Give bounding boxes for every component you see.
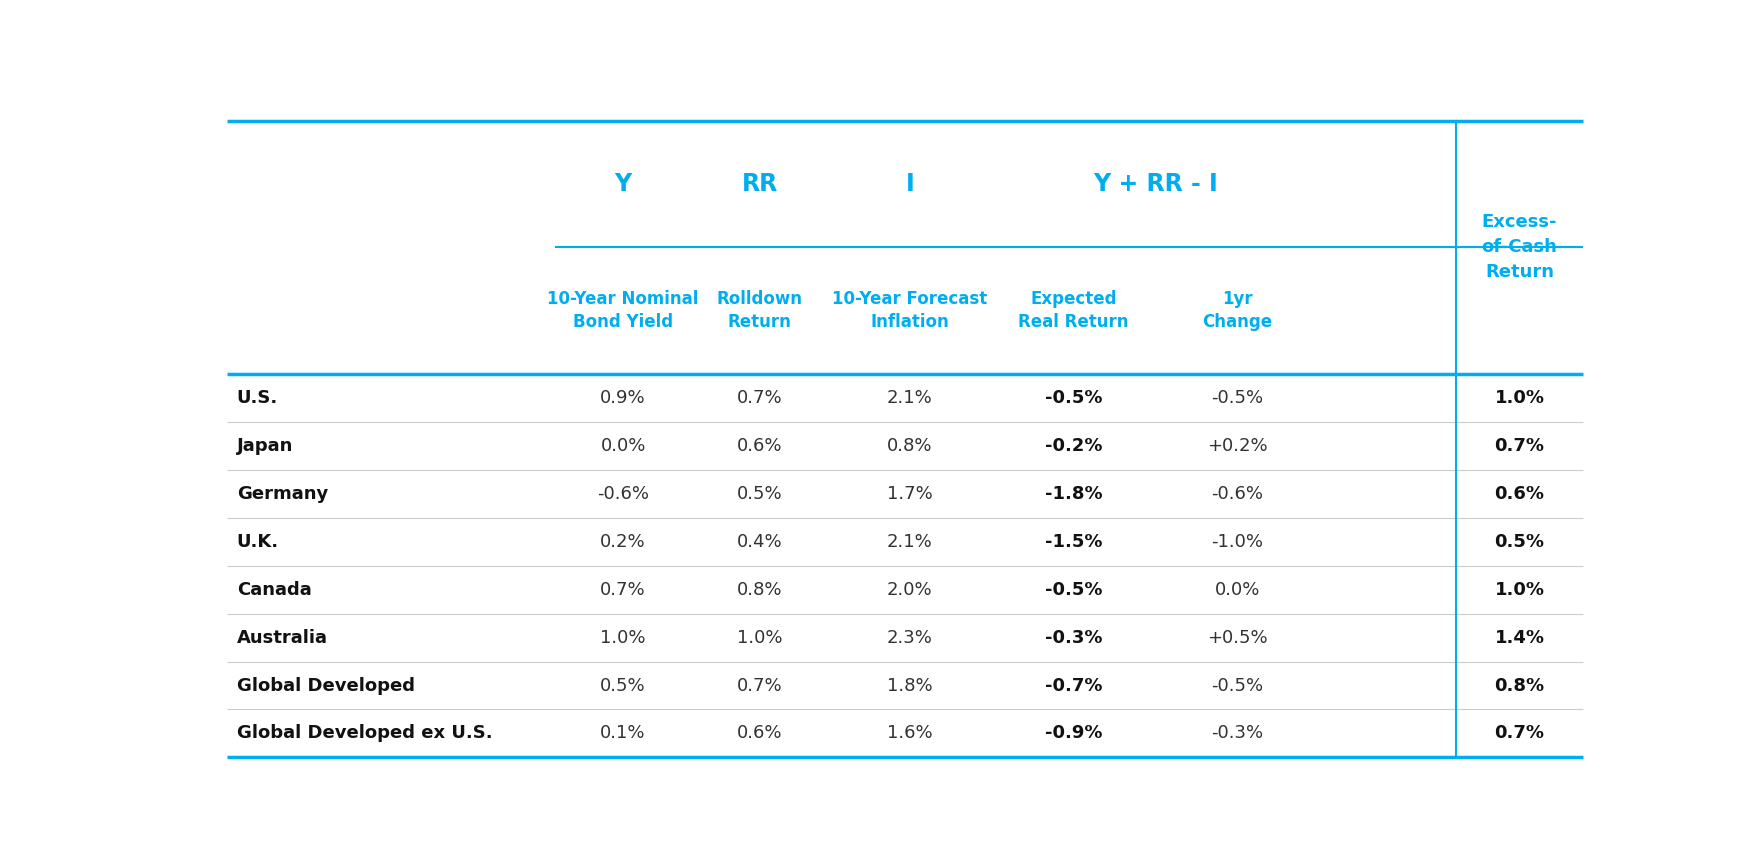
Text: 2.1%: 2.1% <box>886 533 932 551</box>
Text: -0.6%: -0.6% <box>1212 485 1263 503</box>
Text: 0.7%: 0.7% <box>737 676 782 695</box>
Text: Japan: Japan <box>236 436 292 455</box>
Text: 10-Year Nominal
Bond Yield: 10-Year Nominal Bond Yield <box>548 290 700 332</box>
Text: 1.0%: 1.0% <box>1494 389 1545 407</box>
Text: Excess-
of-Cash
Return: Excess- of-Cash Return <box>1482 213 1558 281</box>
Text: -0.3%: -0.3% <box>1045 629 1103 647</box>
Text: 0.4%: 0.4% <box>737 533 782 551</box>
Text: 0.5%: 0.5% <box>601 676 647 695</box>
Text: U.K.: U.K. <box>236 533 278 551</box>
Text: +0.2%: +0.2% <box>1207 436 1269 455</box>
Text: -0.2%: -0.2% <box>1045 436 1103 455</box>
Text: 0.6%: 0.6% <box>737 436 782 455</box>
Text: 0.5%: 0.5% <box>1494 533 1545 551</box>
Text: 0.0%: 0.0% <box>601 436 647 455</box>
Text: -0.5%: -0.5% <box>1045 581 1103 598</box>
Text: Expected
Real Return: Expected Real Return <box>1018 290 1129 332</box>
Text: RR: RR <box>742 172 777 196</box>
Text: -1.0%: -1.0% <box>1212 533 1263 551</box>
Text: 2.3%: 2.3% <box>886 629 932 647</box>
Text: Australia: Australia <box>236 629 328 647</box>
Text: -0.6%: -0.6% <box>597 485 648 503</box>
Text: -0.9%: -0.9% <box>1045 725 1103 742</box>
Text: 1.0%: 1.0% <box>601 629 647 647</box>
Text: U.S.: U.S. <box>236 389 278 407</box>
Text: 1yr
Change: 1yr Change <box>1202 290 1272 332</box>
Text: -0.3%: -0.3% <box>1212 725 1263 742</box>
Text: 10-Year Forecast
Inflation: 10-Year Forecast Inflation <box>832 290 987 332</box>
Text: -1.5%: -1.5% <box>1045 533 1103 551</box>
Text: 0.7%: 0.7% <box>737 389 782 407</box>
Text: 1.7%: 1.7% <box>886 485 932 503</box>
Text: +0.5%: +0.5% <box>1207 629 1269 647</box>
Text: 0.9%: 0.9% <box>601 389 647 407</box>
Text: Global Developed: Global Developed <box>236 676 414 695</box>
Text: 1.8%: 1.8% <box>886 676 932 695</box>
Text: Canada: Canada <box>236 581 312 598</box>
Text: 0.8%: 0.8% <box>1494 676 1545 695</box>
Text: Y: Y <box>615 172 633 196</box>
Text: 2.1%: 2.1% <box>886 389 932 407</box>
Text: -0.5%: -0.5% <box>1212 676 1263 695</box>
Text: I: I <box>906 172 914 196</box>
Text: 1.6%: 1.6% <box>886 725 932 742</box>
Text: -0.7%: -0.7% <box>1045 676 1103 695</box>
Text: 2.0%: 2.0% <box>886 581 932 598</box>
Text: 0.6%: 0.6% <box>737 725 782 742</box>
Text: 0.0%: 0.0% <box>1214 581 1260 598</box>
Text: 0.8%: 0.8% <box>886 436 932 455</box>
Text: 0.2%: 0.2% <box>601 533 647 551</box>
Text: 0.8%: 0.8% <box>737 581 782 598</box>
Text: 0.7%: 0.7% <box>1494 725 1545 742</box>
Text: 1.4%: 1.4% <box>1494 629 1545 647</box>
Text: Rolldown
Return: Rolldown Return <box>717 290 803 332</box>
Text: 1.0%: 1.0% <box>737 629 782 647</box>
Text: 0.6%: 0.6% <box>1494 485 1545 503</box>
Text: 0.7%: 0.7% <box>601 581 647 598</box>
Text: 0.5%: 0.5% <box>737 485 782 503</box>
Text: 0.7%: 0.7% <box>1494 436 1545 455</box>
Text: -0.5%: -0.5% <box>1045 389 1103 407</box>
Text: 0.1%: 0.1% <box>601 725 647 742</box>
Text: Global Developed ex U.S.: Global Developed ex U.S. <box>236 725 492 742</box>
Text: -1.8%: -1.8% <box>1045 485 1103 503</box>
Text: -0.5%: -0.5% <box>1212 389 1263 407</box>
Text: Y + RR - I: Y + RR - I <box>1092 172 1218 196</box>
Text: 1.0%: 1.0% <box>1494 581 1545 598</box>
Text: Germany: Germany <box>236 485 328 503</box>
